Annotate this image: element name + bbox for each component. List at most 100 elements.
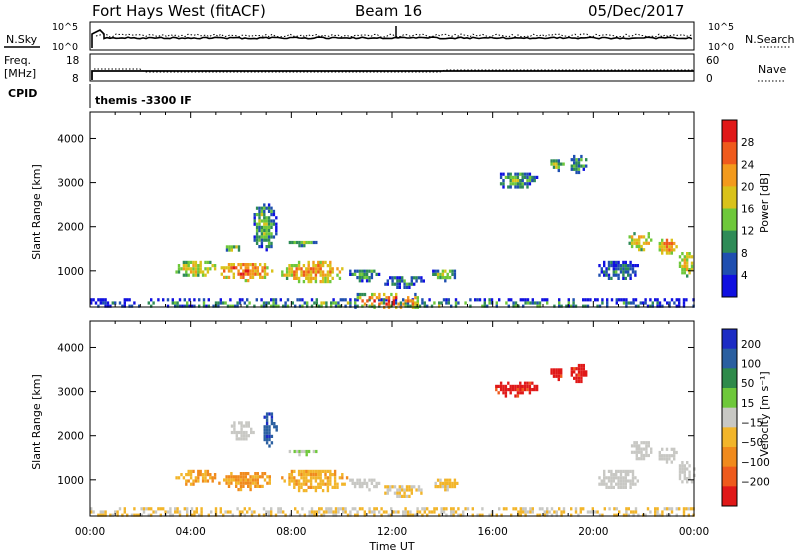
power-cell: [272, 298, 275, 302]
velocity-cell: [243, 507, 246, 511]
power-cell: [582, 164, 585, 168]
power-cell: [469, 304, 472, 308]
power-cell: [237, 263, 240, 267]
velocity-cell: [624, 482, 627, 486]
power-cell: [378, 298, 381, 302]
velocity-cell: [303, 449, 306, 454]
velocity-cell: [529, 507, 532, 511]
power-cell: [370, 269, 374, 273]
power-cell: [267, 238, 271, 242]
velocity-cell: [398, 488, 401, 492]
power-cell: [546, 298, 549, 302]
power-cell: [175, 270, 178, 274]
velocity-cell: [218, 481, 221, 485]
velocity-cell: [185, 479, 188, 483]
velocity-cell: [169, 510, 172, 514]
power-cell: [274, 304, 278, 308]
power-cell: [258, 216, 261, 220]
velocity-cell: [450, 513, 453, 517]
power-cell: [453, 272, 457, 276]
velocity-cell: [227, 478, 231, 482]
velocity-cell: [546, 513, 549, 517]
velocity-cell: [577, 363, 581, 368]
velocity-cell: [531, 507, 534, 511]
velocity-cell: [481, 513, 484, 517]
velocity-cell: [239, 478, 243, 482]
power-cell: [185, 267, 188, 271]
power-cell: [361, 272, 364, 276]
velocity-cell: [401, 494, 404, 498]
velocity-cell: [190, 513, 194, 517]
power-cell: [678, 304, 681, 308]
power-cell: [177, 267, 181, 271]
velocity-cell: [645, 450, 648, 454]
power-cell: [288, 267, 291, 271]
power-cell: [297, 280, 301, 284]
velocity-cell: [507, 388, 510, 392]
power-cell: [171, 301, 174, 305]
velocity-cell: [256, 481, 259, 485]
velocity-cell: [605, 476, 608, 480]
power-cell: [514, 172, 517, 176]
velocity-cell: [411, 513, 414, 517]
velocity-cell: [256, 478, 259, 482]
power-cell: [638, 235, 641, 239]
power-cell: [454, 298, 458, 302]
date-label: 05/Dec/2017: [588, 2, 684, 20]
power-cell: [644, 298, 647, 302]
velocity-cell: [446, 488, 449, 492]
power-cell: [244, 263, 247, 267]
power-cell: [232, 266, 235, 270]
power-cell: [405, 282, 409, 286]
power-cell: [668, 251, 671, 255]
power-cell: [303, 240, 306, 245]
power-cell: [640, 244, 643, 249]
power-cell: [295, 273, 298, 277]
power-cell: [649, 304, 652, 308]
power-cell: [253, 213, 256, 217]
velocity-cell: [622, 479, 625, 483]
nsearch-label: N.Search: [745, 33, 795, 46]
velocity-cell: [490, 513, 494, 517]
power-cell: [192, 267, 195, 271]
velocity-cell: [562, 507, 566, 511]
velocity-cell: [250, 430, 253, 435]
power-cell: [528, 179, 532, 183]
power-cell: [536, 304, 539, 308]
power-cell: [628, 241, 631, 245]
power-cell: [209, 260, 212, 264]
velocity-cell: [384, 491, 387, 495]
power-cell: [258, 225, 261, 229]
power-cell: [373, 299, 376, 303]
power-cell: [356, 269, 359, 273]
velocity-cell: [109, 513, 112, 517]
velocity-cell: [622, 469, 625, 473]
velocity-cell: [363, 510, 366, 514]
velocity-cell: [613, 513, 616, 517]
power-cell: [314, 273, 318, 277]
power-cell: [622, 276, 625, 280]
velocity-cell: [619, 482, 623, 486]
velocity-cell: [263, 472, 267, 476]
power-cell: [631, 270, 635, 274]
velocity-cell: [448, 478, 452, 482]
power-cell: [260, 232, 264, 236]
power-cell: [447, 301, 450, 305]
velocity-cell: [293, 479, 296, 483]
power-cell: [421, 298, 424, 302]
power-cell: [306, 304, 309, 308]
power-cell: [606, 304, 609, 308]
power-cell: [446, 272, 449, 276]
velocity-cell: [649, 510, 652, 514]
velocity-cell: [329, 473, 332, 477]
power-cell: [188, 304, 191, 308]
power-cell: [263, 216, 266, 220]
velocity-cell: [254, 484, 257, 488]
noise-tick-right-bottom: 10^0: [708, 42, 734, 53]
power-cell: [441, 272, 445, 276]
velocity-cell: [635, 453, 638, 458]
power-cell: [309, 276, 313, 280]
velocity-cell: [169, 513, 172, 517]
power-cell: [344, 304, 347, 308]
power-cell: [589, 298, 592, 302]
